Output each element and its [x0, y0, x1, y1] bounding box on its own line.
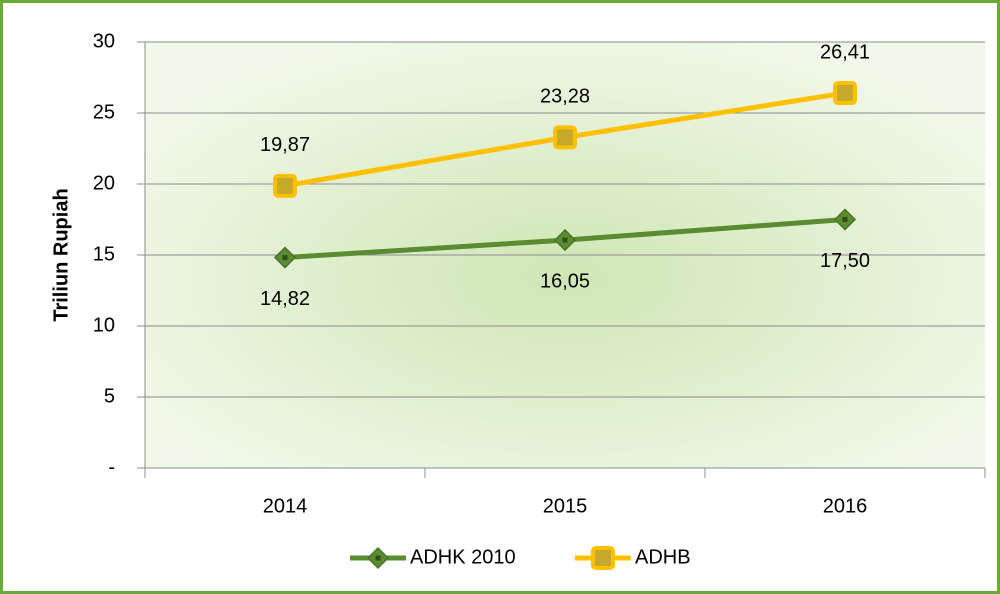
- y-tick-label: 15: [93, 243, 115, 265]
- data-label: 26,41: [820, 41, 870, 63]
- x-tick-label: 2014: [263, 495, 308, 517]
- y-axis-label: Triliun Rupiah: [50, 188, 72, 321]
- x-tick-label: 2016: [823, 495, 868, 517]
- data-point: [273, 173, 297, 198]
- marker-center: [375, 555, 381, 561]
- data-point: [553, 125, 577, 150]
- data-point: [833, 80, 857, 105]
- legend-label: ADHK 2010: [410, 546, 516, 568]
- data-label: 23,28: [540, 86, 590, 108]
- data-label: 16,05: [540, 270, 590, 292]
- y-tick-label: -: [108, 456, 115, 478]
- y-tick-label: 5: [104, 385, 115, 407]
- y-tick-label: 20: [93, 172, 115, 194]
- legend-label: ADHB: [635, 546, 691, 568]
- data-label: 19,87: [260, 134, 310, 156]
- y-tick-label: 30: [93, 30, 115, 52]
- data-label: 14,82: [260, 288, 310, 310]
- marker-center: [562, 237, 568, 243]
- legend-marker: [591, 546, 615, 570]
- x-tick-label: 2015: [543, 495, 588, 517]
- y-tick-label: 25: [93, 101, 115, 123]
- y-tick-label: 10: [93, 314, 115, 336]
- marker-center: [842, 217, 848, 222]
- marker-center: [282, 255, 288, 261]
- data-label: 17,50: [820, 250, 870, 272]
